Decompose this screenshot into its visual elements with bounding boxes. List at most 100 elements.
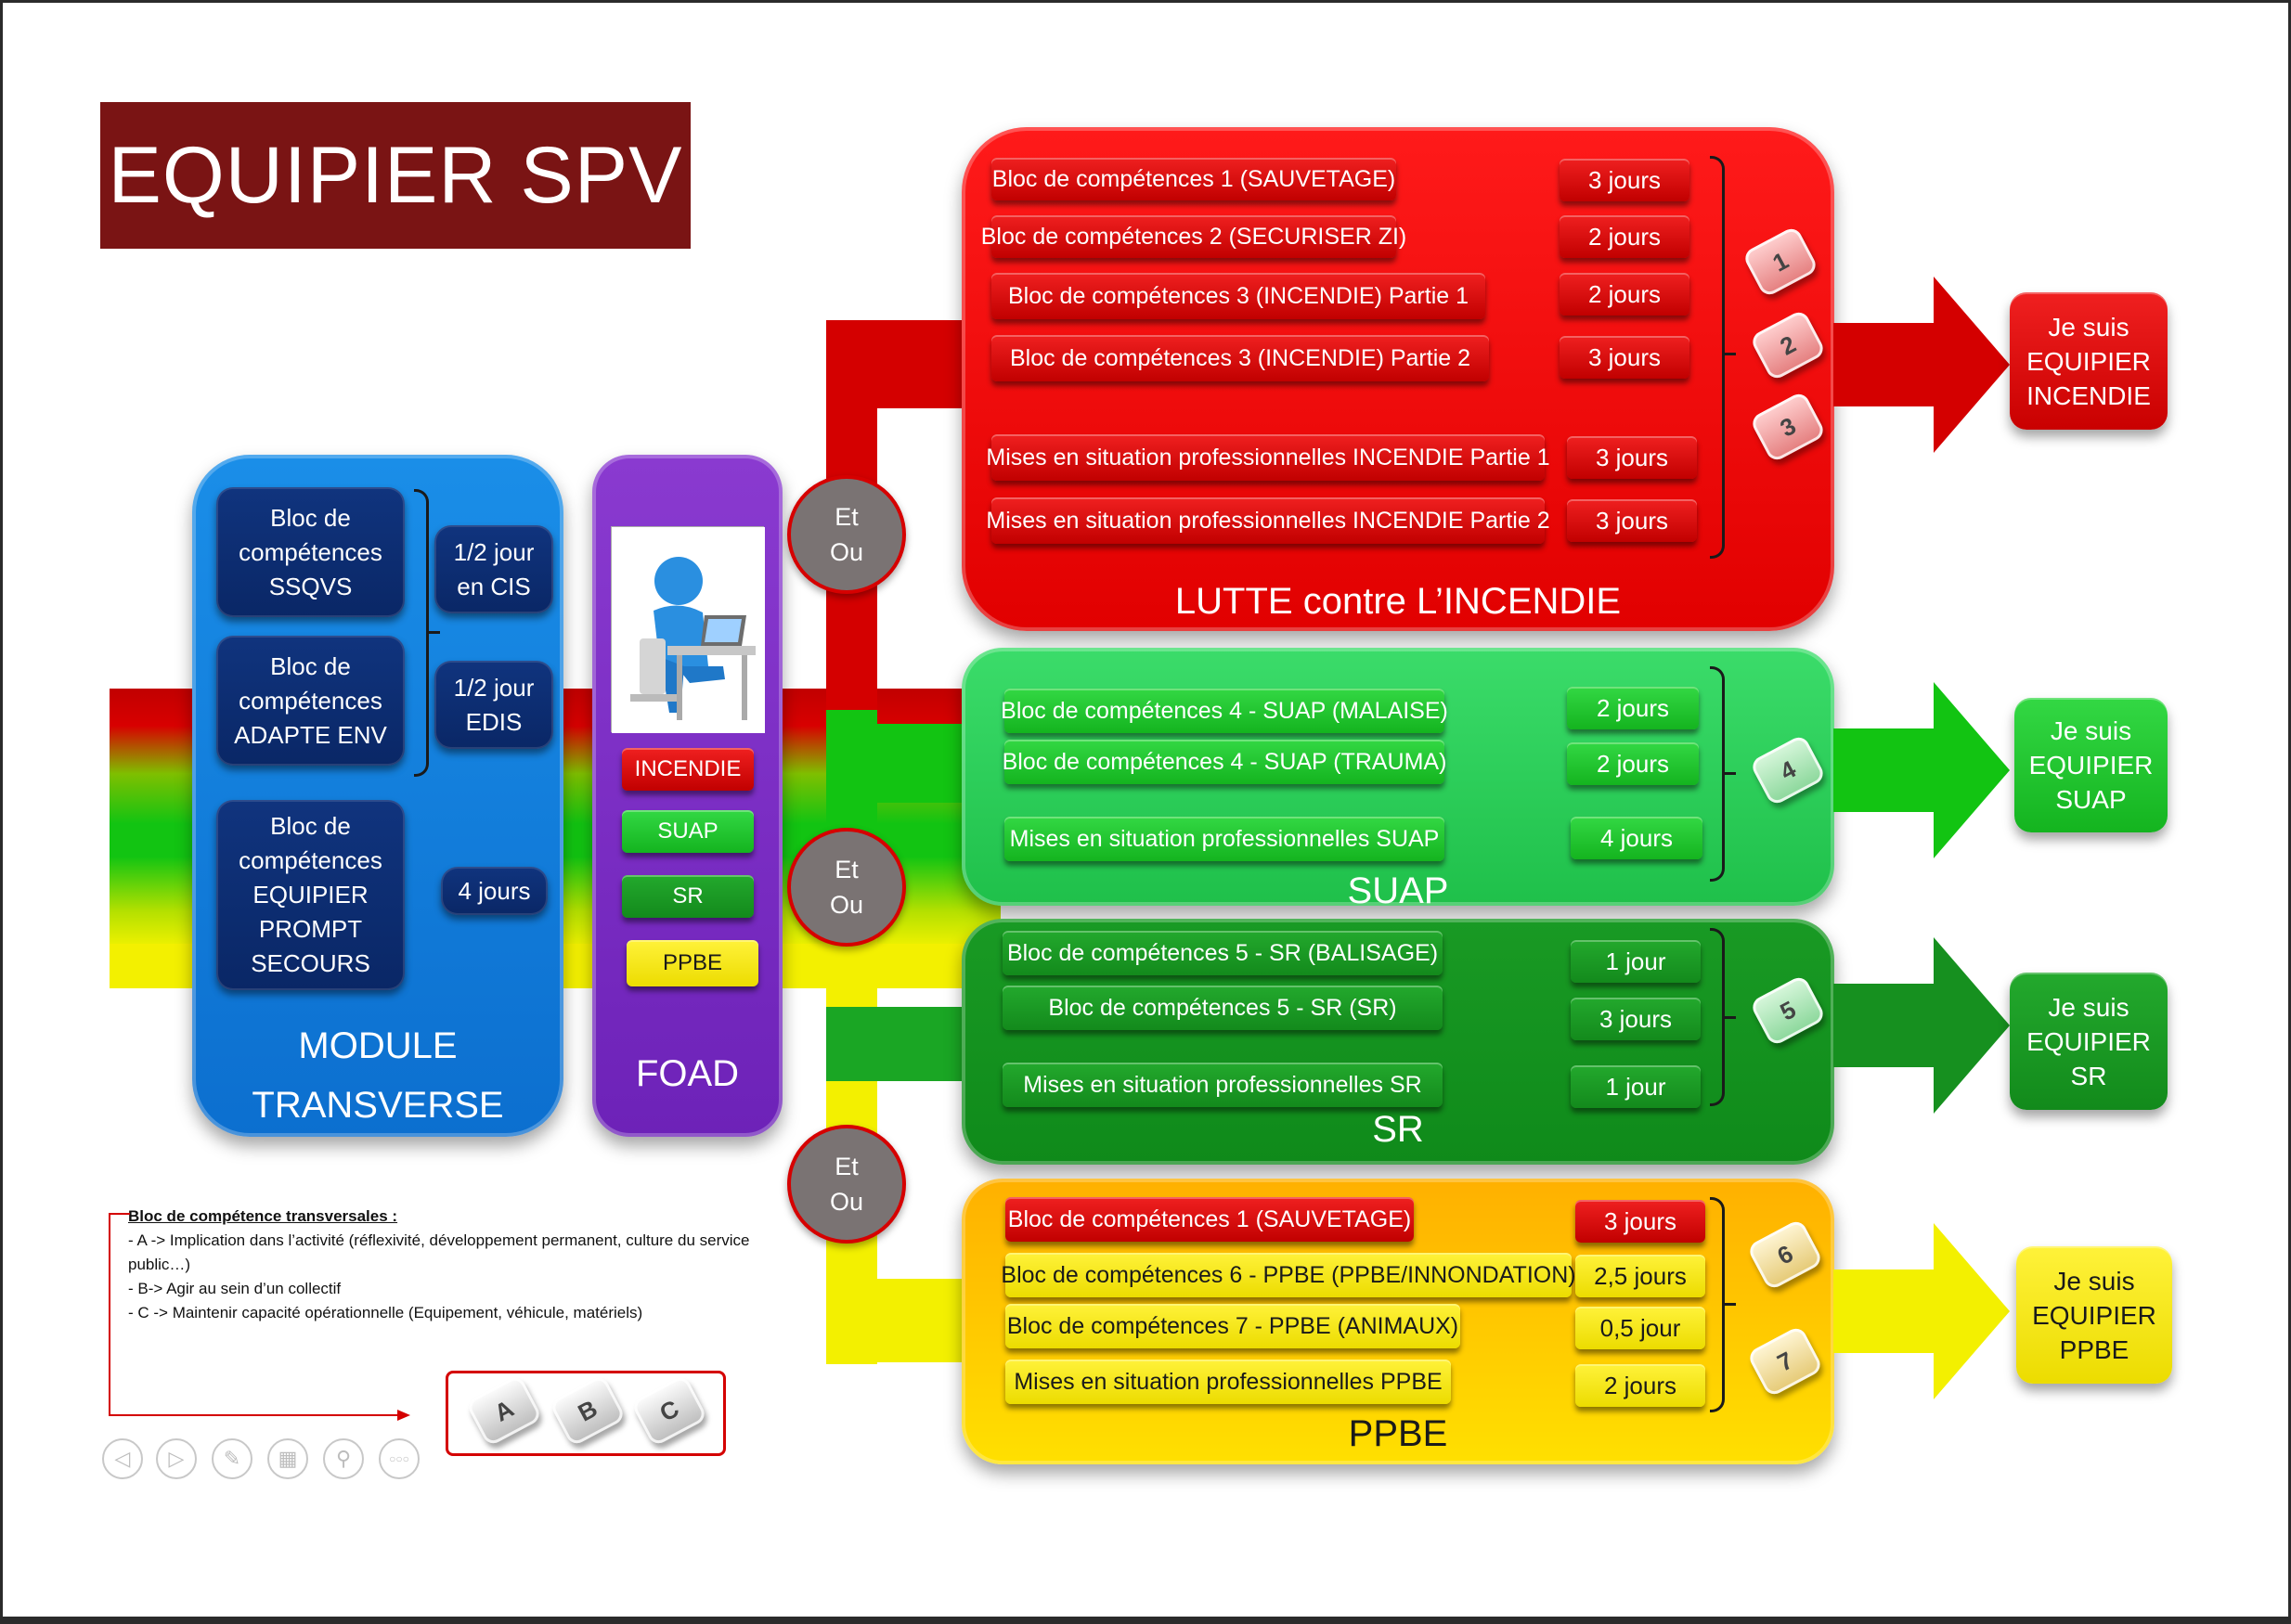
et-label: Et: [835, 503, 859, 531]
ppbe-bloc-2: Bloc de compétences 6 - PPBE (PPBE/INNON…: [1001, 1253, 1576, 1297]
ppbe-bloc-1: Bloc de compétences 1 (SAUVETAGE): [1005, 1197, 1414, 1242]
incendie-title: LUTTE contre L’INCENDIE: [1174, 581, 1622, 622]
et-ou-circle-ppbe: Et Ou: [787, 1125, 906, 1244]
transverse-title-line2: TRANSVERSE: [252, 1085, 504, 1126]
ou-label: Ou: [829, 538, 864, 566]
legend-pointer-arrow: [109, 1213, 410, 1421]
suap-bloc-3: Mises en situation professionnelles SUAP: [1004, 817, 1444, 861]
ppbe-brace-tick: [1725, 1303, 1736, 1306]
duration-cis-line2: en CIS: [457, 572, 531, 600]
output-ppbe-line2: EQUIPIER: [2032, 1300, 2156, 1330]
bloc-eps-line5: SECOURS: [251, 949, 370, 977]
legend: Bloc de compétence transversales : - A -…: [128, 1205, 796, 1325]
duration-half-day-edis: 1/2 jour EDIS: [434, 661, 553, 749]
transverse-brace: [414, 489, 429, 777]
legend-line-c: - C -> Maintenir capacité opérationnelle…: [128, 1304, 643, 1321]
sr-bloc-1: Bloc de compétences 5 - SR (BALISAGE): [1003, 931, 1443, 975]
sr-title: SR: [1372, 1109, 1424, 1150]
duration-four-days: 4 jours: [441, 867, 548, 915]
bloc-eps-line1: Bloc de: [270, 812, 351, 840]
output-incendie-line2: EQUIPIER: [2026, 346, 2151, 376]
person-at-computer-icon: [611, 526, 765, 733]
suap-bloc-1: Bloc de compétences 4 - SUAP (MALAISE): [1001, 689, 1448, 733]
previous-icon[interactable]: ◁: [102, 1438, 143, 1479]
incendie-duration-6: 3 jours: [1567, 499, 1697, 542]
duration-edis-line2: EDIS: [465, 707, 523, 736]
bloc-eps-line3: EQUIPIER: [252, 881, 369, 909]
arrow-incendie: [1833, 277, 2010, 453]
sr-duration-1: 1 jour: [1571, 940, 1701, 983]
et-ou-circle-incendie: Et Ou: [787, 475, 906, 594]
zoom-icon[interactable]: ⚲: [323, 1438, 364, 1479]
bloc-ssqvs-line2: compétences: [239, 537, 382, 566]
duration-edis-line1: 1/2 jour: [453, 673, 535, 702]
incendie-bloc-1: Bloc de compétences 1 (SAUVETAGE): [991, 158, 1396, 200]
et-label: Et: [835, 856, 859, 883]
sr-bloc-3: Mises en situation professionnelles SR: [1003, 1063, 1443, 1107]
incendie-duration-3: 2 jours: [1560, 273, 1689, 316]
next-icon[interactable]: ▷: [156, 1438, 197, 1479]
sr-brace: [1710, 928, 1725, 1106]
foad-tag-ppbe: PPBE: [627, 940, 758, 986]
bloc-ssqvs: Bloc de compétences SSQVS: [216, 487, 405, 617]
ppbe-bloc-4: Mises en situation professionnelles PPBE: [1005, 1360, 1451, 1404]
output-ppbe-line1: Je suis: [2053, 1266, 2135, 1295]
legend-line-a-cont: public…): [128, 1256, 191, 1273]
arrow-suap: [1833, 682, 2010, 858]
legend-title: Bloc de compétence transversales :: [128, 1207, 398, 1225]
sr-duration-2: 3 jours: [1571, 998, 1701, 1040]
suap-duration-1: 2 jours: [1567, 687, 1699, 729]
bloc-adapte-env-line2: compétences: [239, 686, 382, 715]
ppbe-duration-1: 3 jours: [1575, 1200, 1705, 1243]
incendie-duration-2: 2 jours: [1560, 215, 1689, 258]
sr-brace-tick: [1725, 1016, 1736, 1019]
sr-bloc-2: Bloc de compétences 5 - SR (SR): [1003, 986, 1443, 1030]
transverse-brace-tick: [429, 631, 440, 634]
more-icon[interactable]: ○○○: [379, 1438, 420, 1479]
output-incendie-line1: Je suis: [2048, 312, 2129, 342]
ppbe-duration-3: 0,5 jour: [1575, 1307, 1705, 1349]
incendie-bloc-5: Mises en situation professionnelles INCE…: [986, 434, 1550, 481]
output-equipier-incendie: Je suis EQUIPIER INCENDIE: [2010, 292, 2168, 430]
duration-half-day-cis: 1/2 jour en CIS: [434, 525, 553, 613]
incendie-bloc-4: Bloc de compétences 3 (INCENDIE) Partie …: [991, 335, 1489, 381]
bloc-ssqvs-line1: Bloc de: [270, 503, 351, 532]
foad-tag-sr: SR: [622, 875, 754, 918]
transverse-title-line1: MODULE: [298, 1025, 458, 1066]
duration-cis-line1: 1/2 jour: [453, 537, 535, 566]
suap-brace-tick: [1725, 772, 1736, 775]
bloc-adapte-env-line3: ADAPTE ENV: [234, 720, 387, 749]
bloc-adapte-env-line1: Bloc de: [270, 651, 351, 680]
sr-duration-3: 1 jour: [1571, 1065, 1701, 1108]
incendie-duration-1: 3 jours: [1560, 159, 1689, 201]
output-sr-line1: Je suis: [2048, 992, 2129, 1022]
legend-line-b: - B-> Agir au sein d’un collectif: [128, 1280, 342, 1297]
output-sr-line3: SR: [2070, 1061, 2107, 1090]
page-title: EQUIPIER SPV: [100, 102, 691, 249]
module-transverse-title: MODULE TRANSVERSE: [192, 1023, 563, 1128]
pen-icon[interactable]: ✎: [212, 1438, 252, 1479]
ou-label: Ou: [829, 1188, 864, 1216]
incendie-bloc-3: Bloc de compétences 3 (INCENDIE) Partie …: [991, 273, 1485, 319]
incendie-brace-tick: [1725, 353, 1736, 355]
bloc-ssqvs-line3: SSQVS: [268, 572, 353, 600]
ppbe-bloc-3: Bloc de compétences 7 - PPBE (ANIMAUX): [1005, 1304, 1460, 1348]
slides-icon[interactable]: ▦: [267, 1438, 308, 1479]
bloc-adapte-env: Bloc de compétences ADAPTE ENV: [216, 636, 405, 766]
output-ppbe-line3: PPBE: [2059, 1334, 2129, 1364]
output-suap-line1: Je suis: [2050, 716, 2132, 745]
bloc-eps-line4: PROMPT: [258, 915, 363, 943]
output-suap-line3: SUAP: [2055, 785, 2127, 814]
foad-title: FOAD: [635, 1053, 740, 1094]
bloc-eps-line2: compétences: [239, 846, 382, 874]
et-ou-circle-suap: Et Ou: [787, 828, 906, 947]
legend-line-a: - A -> Implication dans l’activité (réfl…: [128, 1231, 750, 1249]
suap-bloc-2: Bloc de compétences 4 - SUAP (TRAUMA): [1003, 740, 1446, 784]
suap-duration-3: 4 jours: [1571, 817, 1702, 859]
ppbe-duration-2: 2,5 jours: [1575, 1255, 1705, 1297]
output-suap-line2: EQUIPIER: [2028, 751, 2154, 780]
incendie-bloc-2: Bloc de compétences 2 (SECURISER ZI): [981, 215, 1406, 258]
incendie-brace: [1710, 156, 1725, 559]
suap-brace: [1710, 666, 1725, 882]
